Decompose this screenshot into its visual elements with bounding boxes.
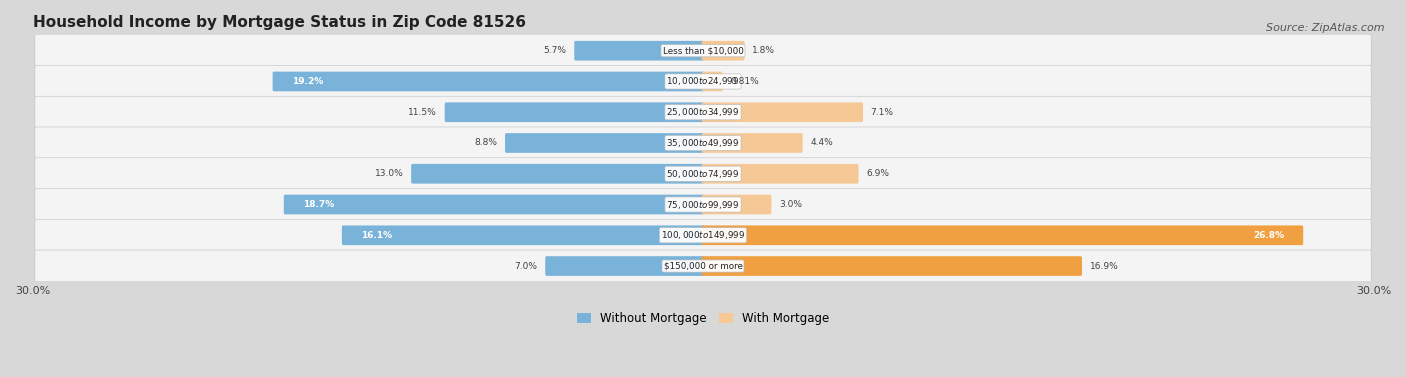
Text: $150,000 or more: $150,000 or more [664, 262, 742, 271]
Text: 26.8%: 26.8% [1253, 231, 1284, 240]
FancyBboxPatch shape [35, 219, 1371, 251]
Text: 13.0%: 13.0% [375, 169, 404, 178]
FancyBboxPatch shape [702, 164, 859, 184]
FancyBboxPatch shape [35, 96, 1371, 128]
Text: $25,000 to $34,999: $25,000 to $34,999 [666, 106, 740, 118]
Text: Less than $10,000: Less than $10,000 [662, 46, 744, 55]
FancyBboxPatch shape [702, 103, 863, 122]
FancyBboxPatch shape [35, 35, 1371, 67]
Text: 1.8%: 1.8% [752, 46, 775, 55]
FancyBboxPatch shape [35, 66, 1371, 98]
Text: 7.0%: 7.0% [515, 262, 537, 271]
FancyBboxPatch shape [505, 133, 704, 153]
FancyBboxPatch shape [273, 72, 704, 91]
Text: 19.2%: 19.2% [292, 77, 323, 86]
Text: $10,000 to $24,999: $10,000 to $24,999 [666, 75, 740, 87]
FancyBboxPatch shape [702, 72, 723, 91]
FancyBboxPatch shape [35, 188, 1371, 221]
Text: 4.4%: 4.4% [810, 138, 832, 147]
Text: Household Income by Mortgage Status in Zip Code 81526: Household Income by Mortgage Status in Z… [32, 15, 526, 30]
FancyBboxPatch shape [284, 195, 704, 215]
Text: 3.0%: 3.0% [779, 200, 801, 209]
Text: 18.7%: 18.7% [304, 200, 335, 209]
FancyBboxPatch shape [546, 256, 704, 276]
Text: 11.5%: 11.5% [408, 108, 437, 117]
Text: $100,000 to $149,999: $100,000 to $149,999 [661, 229, 745, 241]
Text: 7.1%: 7.1% [870, 108, 894, 117]
FancyBboxPatch shape [702, 195, 772, 215]
Text: 16.9%: 16.9% [1090, 262, 1118, 271]
FancyBboxPatch shape [411, 164, 704, 184]
Legend: Without Mortgage, With Mortgage: Without Mortgage, With Mortgage [572, 307, 834, 329]
FancyBboxPatch shape [342, 225, 704, 245]
Text: $75,000 to $99,999: $75,000 to $99,999 [666, 199, 740, 210]
Text: $35,000 to $49,999: $35,000 to $49,999 [666, 137, 740, 149]
FancyBboxPatch shape [444, 103, 704, 122]
Text: 16.1%: 16.1% [361, 231, 392, 240]
Text: 5.7%: 5.7% [544, 46, 567, 55]
Text: 8.8%: 8.8% [474, 138, 498, 147]
FancyBboxPatch shape [35, 250, 1371, 282]
FancyBboxPatch shape [702, 133, 803, 153]
Text: Source: ZipAtlas.com: Source: ZipAtlas.com [1267, 23, 1385, 33]
FancyBboxPatch shape [702, 225, 1303, 245]
FancyBboxPatch shape [35, 127, 1371, 159]
FancyBboxPatch shape [702, 41, 745, 61]
FancyBboxPatch shape [35, 158, 1371, 190]
Text: 6.9%: 6.9% [866, 169, 889, 178]
FancyBboxPatch shape [574, 41, 704, 61]
FancyBboxPatch shape [702, 256, 1083, 276]
Text: $50,000 to $74,999: $50,000 to $74,999 [666, 168, 740, 180]
Text: 0.81%: 0.81% [730, 77, 759, 86]
